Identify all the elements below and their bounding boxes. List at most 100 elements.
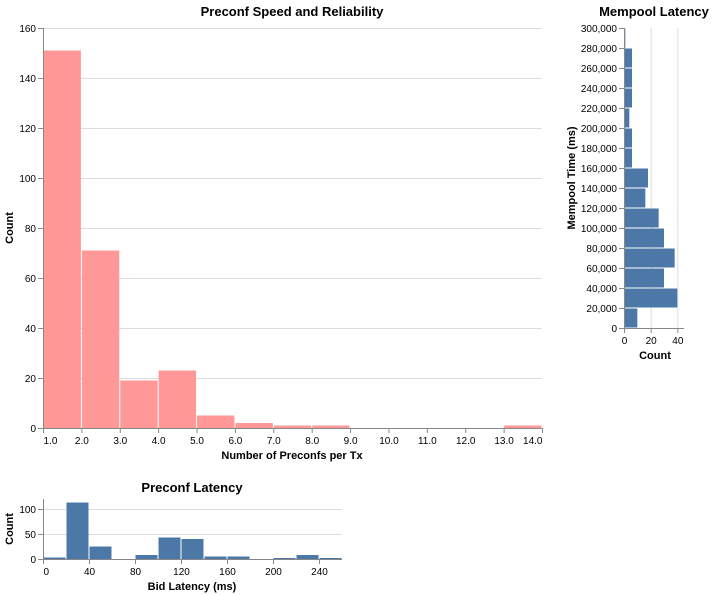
bar [624,168,648,188]
bar [624,208,659,228]
axes: 0 50 100 0 40 80 120 160 200 240 [19,499,342,578]
chart-title: Mempool Latency [599,4,710,19]
x-tick-label: 160 [219,567,236,578]
bar [66,502,89,559]
y-axis-title: Count [4,513,16,545]
y-tick-label: 220,000 [581,104,618,115]
bar [43,50,81,428]
y-tick-label: 80 [25,224,37,235]
preconf-speed-chart: 0 20 40 60 80 100 120 140 160 1.0 2.0 3.0 4.0 5.0 6.0 7… [4,4,543,462]
x-axis-title: Number of Preconfs per Tx [221,450,363,462]
y-tick-label: 120 [19,124,36,135]
axes: 0 20 40 60 80 100 120 140 160 1.0 2.0 3.0 4.0 5.0 6.0 7… [19,24,543,447]
x-tick-label: 20 [646,336,658,347]
bar [197,415,235,428]
y-tick-label: 140 [19,74,36,85]
bar [624,308,638,328]
bar [312,425,350,428]
y-tick-label: 100 [19,505,36,516]
x-tick-label: 80 [130,567,142,578]
bar [624,228,664,248]
bar [227,556,250,559]
bar [135,555,158,559]
x-tick-label: 7.0 [267,436,281,447]
grid-lines [43,28,542,429]
bars [43,502,342,559]
y-tick-label: 240,000 [581,84,618,95]
bar [81,250,120,428]
x-axis-title: Count [639,350,671,362]
x-tick-label: 0 [44,567,50,578]
y-tick-label: 80,000 [586,244,617,255]
bar [624,108,630,128]
bar [273,558,296,559]
bar [624,48,632,68]
y-tick-label: 60 [25,274,37,285]
x-tick-label: 12.0 [456,436,476,447]
bar [504,425,542,428]
bars [624,28,678,328]
y-tick-label: 50 [25,530,37,541]
y-tick-label: 0 [30,555,36,566]
y-tick-label: 20,000 [586,304,617,315]
bar [43,557,66,559]
bar [204,556,227,559]
bar [624,268,664,288]
y-tick-label: 100 [19,174,36,185]
x-tick-label: 13.0 [494,436,514,447]
x-tick-label: 5.0 [190,436,204,447]
x-tick-label: 2.0 [75,436,89,447]
x-tick-label: 240 [311,567,328,578]
y-tick-label: 100,000 [581,224,618,235]
x-tick-label: 120 [173,567,190,578]
mempool-latency-chart: 0 20 40 0 20,000 40,000 60,000 80,000 100,000 120… [566,4,710,362]
x-tick-label: 8.0 [305,436,319,447]
bar [624,128,632,148]
x-tick-label: 10.0 [379,436,399,447]
y-tick-label: 0 [611,324,617,335]
y-tick-label: 0 [30,424,36,435]
bar [89,546,112,559]
bar [120,380,158,428]
x-axis-title: Bid Latency (ms) [148,581,237,593]
bar [296,555,319,559]
bar [624,88,632,108]
bar [624,188,646,208]
bar [158,370,197,428]
x-tick-label: 40 [84,567,96,578]
x-tick-label: 6.0 [228,436,242,447]
y-tick-label: 160 [19,24,36,35]
x-tick-label: 4.0 [152,436,166,447]
y-tick-label: 180,000 [581,144,618,155]
bar [319,558,342,559]
x-tick-label: 200 [265,567,282,578]
y-tick-label: 140,000 [581,184,618,195]
bar [181,539,204,559]
y-tick-label: 280,000 [581,44,618,55]
x-tick-label: 40 [672,336,684,347]
bar [273,425,312,428]
x-tick-label: 9.0 [344,436,358,447]
y-axis-title: Mempool Time (ms) [566,126,578,229]
bars [43,50,542,428]
x-tick-label: 14.0 [523,436,543,447]
y-tick-label: 200,000 [581,124,618,135]
y-tick-label: 300,000 [581,24,618,35]
y-tick-label: 60,000 [586,264,617,275]
bar [624,288,678,308]
x-tick-label: 11.0 [418,436,437,447]
bar [235,423,273,428]
bar [158,537,181,559]
x-tick-label: 1.0 [44,436,58,447]
bar [624,248,675,268]
chart-title: Preconf Speed and Reliability [201,4,385,19]
x-tick-label: 0 [622,336,628,347]
y-tick-label: 120,000 [581,204,618,215]
y-tick-label: 20 [25,374,37,385]
bar [624,148,632,168]
y-tick-label: 260,000 [581,64,618,75]
y-tick-label: 40,000 [586,284,617,295]
y-tick-label: 160,000 [581,164,618,175]
